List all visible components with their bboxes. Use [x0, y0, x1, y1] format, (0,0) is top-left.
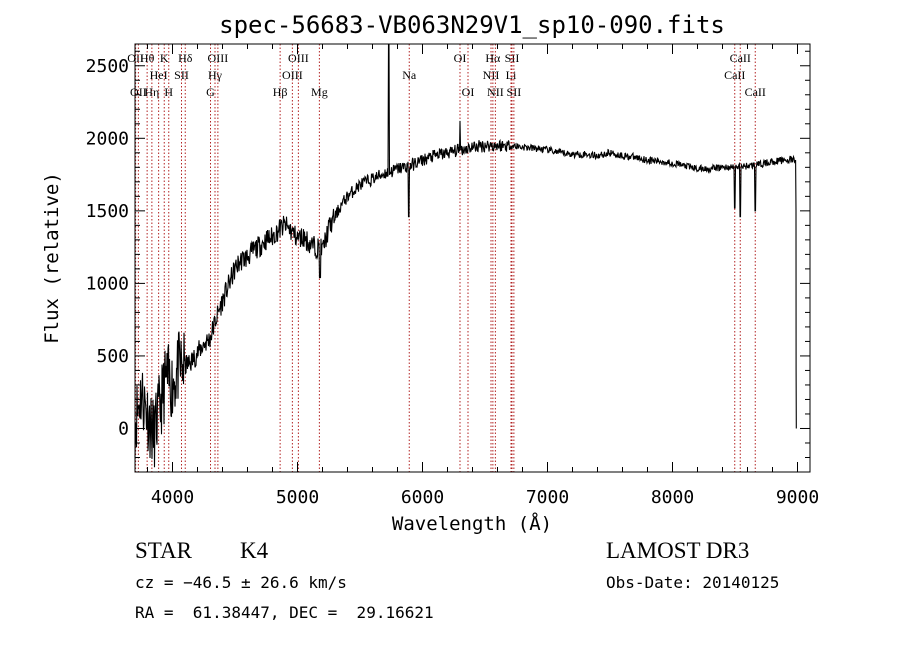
line-marker-label: SII [174, 68, 189, 82]
coordinates: RA = 61.38447, DEC = 29.16621 [135, 603, 434, 622]
redshift-velocity: cz = −46.5 ± 26.6 km/s [135, 573, 347, 592]
line-marker-label: G [206, 85, 215, 99]
line-marker-label: Hδ [178, 51, 193, 65]
plot-frame [134, 43, 811, 473]
line-marker-label: Hγ [208, 68, 223, 82]
y-tick-label: 500 [96, 346, 129, 367]
x-tick-label: 7000 [526, 487, 569, 508]
line-marker-label: Mg [311, 85, 328, 99]
line-marker-label: NII [487, 85, 504, 99]
line-marker-label: OIII [288, 51, 309, 65]
line-marker-label: OIII [208, 51, 229, 65]
line-marker-label: HeI [150, 68, 168, 82]
line-marker-label: OI [462, 85, 475, 99]
line-marker-label: Na [402, 68, 417, 82]
y-axis-label: Flux (relative) [41, 172, 63, 344]
y-tick-label: 0 [118, 418, 129, 439]
line-marker-label: CaII [730, 51, 751, 65]
line-marker-label: K [160, 51, 169, 65]
line-marker-label: H [164, 85, 173, 99]
line-marker-label: OII [127, 51, 144, 65]
line-markers: OIIOIIHθHηHeIKHSIIHδGHγOIIIHβOIIIOIIIMgN… [127, 44, 766, 472]
line-marker-label: OII [130, 85, 147, 99]
line-marker-label: CaII [745, 85, 766, 99]
line-marker-label: SII [507, 85, 522, 99]
x-tick-label: 4000 [151, 487, 194, 508]
spectral-subclass: K4 [240, 538, 269, 563]
line-marker-label: CaII [724, 68, 745, 82]
y-tick-label: 1500 [86, 201, 129, 222]
line-marker-label: OI [454, 51, 467, 65]
chart-title: spec-56683-VB063N29V1_sp10-090.fits [219, 11, 725, 39]
line-marker-label: Hβ [273, 85, 288, 99]
line-marker-label: NII [483, 68, 500, 82]
x-tick-label: 5000 [276, 487, 319, 508]
axes: 4000 5000 6000 7000 8000 9000 0 500 1000 1500 2000… [86, 44, 819, 508]
survey-name: LAMOST DR3 [606, 538, 750, 563]
line-marker-label: Hα [485, 51, 501, 65]
spectrum-line [134, 43, 797, 468]
y-tick-label: 2500 [86, 56, 129, 77]
spectrum-series [134, 43, 797, 468]
line-marker-label: Hη [144, 85, 159, 99]
line-marker-label: SII [505, 51, 520, 65]
y-tick-label: 1000 [86, 273, 129, 294]
x-tick-label: 8000 [651, 487, 694, 508]
x-tick-label: 6000 [401, 487, 444, 508]
x-axis-label: Wavelength (Å) [392, 512, 552, 535]
y-tick-label: 2000 [86, 128, 129, 149]
spectral-class: STAR [135, 538, 192, 563]
line-marker-label: OIII [282, 68, 303, 82]
observation-date: Obs-Date: 20140125 [606, 573, 780, 592]
line-marker-label: Hθ [140, 51, 155, 65]
line-marker-label: Li [506, 68, 517, 82]
x-tick-label: 9000 [776, 487, 819, 508]
